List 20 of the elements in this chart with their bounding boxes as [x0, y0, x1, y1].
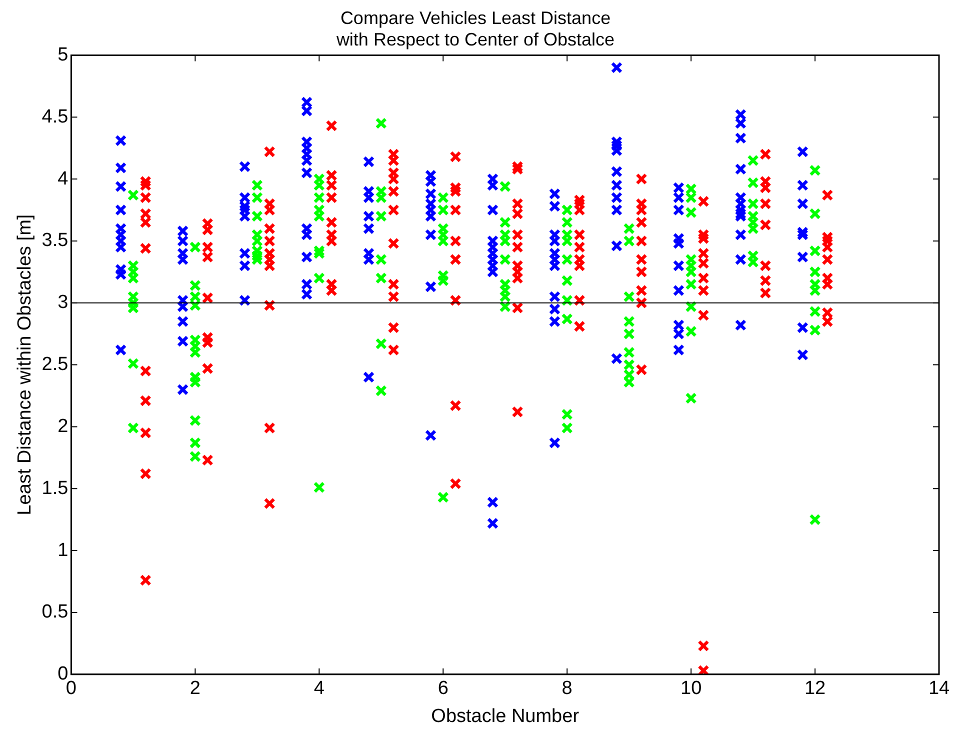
y-tick-label: 1	[58, 540, 68, 561]
x-tick-label: 10	[680, 678, 702, 700]
x-tick-label: 8	[562, 678, 572, 700]
x-tick-label: 4	[314, 678, 325, 700]
x-tick-label: 12	[804, 678, 826, 700]
y-tick-label: 1.5	[42, 478, 68, 499]
y-tick-label: 0.5	[42, 602, 68, 623]
x-tick-label: 14	[928, 678, 950, 700]
x-tick-label: 2	[190, 678, 200, 700]
y-tick-label: 5	[58, 44, 68, 66]
y-tick-label: 3.5	[42, 230, 68, 252]
chart-title: Compare Vehicles Least Distance with Respect to Center of Obstalce	[335, 8, 615, 50]
y-tick-label: 4.5	[42, 106, 68, 128]
y-tick-label: 3	[58, 292, 68, 314]
y-axis-title: Least Distance within Obstacles [m]	[14, 214, 36, 516]
y-tick-label: 4	[58, 168, 69, 190]
y-tick-label: 2	[58, 416, 68, 437]
y-tick-label: 2.5	[42, 354, 68, 376]
x-axis-title: Obstacle Number	[431, 706, 580, 727]
x-tick-label: 6	[438, 678, 448, 700]
